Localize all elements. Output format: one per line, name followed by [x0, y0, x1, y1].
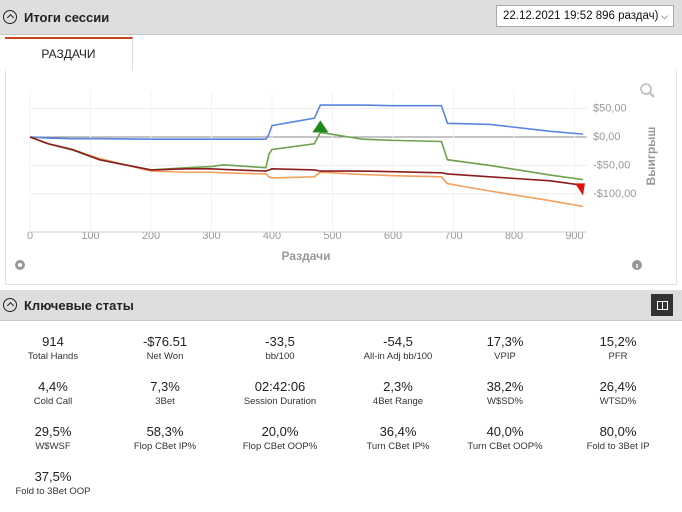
- y-tick-label: $0,00: [593, 131, 621, 143]
- info-icon-i: [636, 264, 638, 268]
- stat: 7,3% 3Bet: [109, 379, 221, 407]
- x-tick-label: 700: [444, 230, 462, 242]
- stat-value: 02:42:06: [254, 379, 306, 394]
- x-tick-label: 500: [323, 230, 341, 242]
- end-marker: [574, 183, 585, 196]
- layout-button[interactable]: [651, 294, 673, 316]
- chart: Раздачи Выигрыш $50,00 $0,00 -$50,00 -$100,…: [15, 83, 658, 270]
- session-header: Итоги сессии 22.12.2021 19:52 896 раздач…: [0, 0, 682, 35]
- stat-label: PFR: [608, 351, 628, 362]
- x-tick-label: 0: [27, 230, 33, 242]
- stats-title: Ключевые статы: [24, 298, 134, 313]
- stat: -33,5 bb/100: [224, 334, 336, 362]
- stat-label: VPIP: [494, 351, 516, 362]
- zoom-icon[interactable]: [640, 83, 652, 95]
- y-tick-label: -$50,00: [593, 159, 630, 171]
- stat: 58,3% Flop CBet IP%: [109, 424, 221, 452]
- stat-value: -33,5: [265, 334, 295, 349]
- tab[interactable]: РАЗДАЧИ: [5, 37, 133, 70]
- stat-label: Flop CBet OOP%: [242, 441, 318, 452]
- y-tick-label: $50,00: [593, 102, 627, 114]
- stat: 26,4% WTSD%: [562, 379, 674, 407]
- stat-value: 37,5%: [34, 469, 72, 484]
- stat: 40,0% Turn CBet OOP%: [449, 424, 561, 452]
- collapse-button[interactable]: [3, 298, 17, 312]
- stat-value: 20,0%: [261, 424, 299, 439]
- stat-label: Turn CBet OOP%: [467, 441, 543, 452]
- series-line: [29, 136, 584, 208]
- stat: 15,2% PFR: [562, 334, 674, 362]
- stat: 20,0% Flop CBet OOP%: [224, 424, 336, 452]
- collapse-button[interactable]: [3, 10, 17, 24]
- stat-label: Turn CBet IP%: [366, 441, 430, 452]
- chart-panel: [5, 70, 677, 285]
- y-axis-title: Выигрыш: [644, 127, 658, 186]
- stat-label: W$SD%: [487, 396, 523, 407]
- stat: 02:42:06 Session Duration: [224, 379, 336, 407]
- x-tick-label: 900: [565, 230, 583, 242]
- x-tick-label: 200: [142, 230, 160, 242]
- stat: 37,5% Fold to 3Bet OOP: [0, 469, 109, 497]
- stat-value: 914: [42, 334, 64, 349]
- stat: 80,0% Fold to 3Bet IP: [562, 424, 674, 452]
- stats-header: Ключевые статы: [0, 290, 682, 321]
- series-line: [29, 136, 584, 187]
- stat-value: 38,2%: [486, 379, 524, 394]
- stat: 914 Total Hands: [0, 334, 109, 362]
- stat-label: Fold to 3Bet IP: [586, 441, 650, 452]
- x-tick-label: 100: [81, 230, 99, 242]
- stat-label: Net Won: [146, 351, 184, 362]
- stat-value: 80,0%: [599, 424, 637, 439]
- stat-value: 2,3%: [383, 379, 413, 394]
- x-tick-label: 800: [505, 230, 523, 242]
- stat: 17,3% VPIP: [449, 334, 561, 362]
- stat: 4,4% Cold Call: [0, 379, 109, 407]
- stat-label: Session Duration: [243, 396, 317, 407]
- session-select[interactable]: 22.12.2021 19:52 896 раздач) ⌵: [496, 5, 674, 27]
- stat-value: 58,3%: [146, 424, 184, 439]
- stat: 2,3% 4Bet Range: [342, 379, 454, 407]
- stat-label: WTSD%: [599, 396, 637, 407]
- stat-label: Flop CBet IP%: [133, 441, 197, 452]
- stat-label: 4Bet Range: [372, 396, 424, 407]
- stat-value: 26,4%: [599, 379, 637, 394]
- stat-value: 40,0%: [486, 424, 524, 439]
- stat-label: 3Bet: [155, 396, 175, 407]
- settings-icon-hole: [18, 263, 22, 267]
- x-tick-label: 300: [202, 230, 220, 242]
- stat-value: 4,4%: [38, 379, 68, 394]
- y-tick-label: -$100,00: [593, 188, 636, 200]
- stat: 29,5% W$WSF: [0, 424, 109, 452]
- header-title: Итоги сессии: [24, 10, 110, 25]
- stat-value: 17,3%: [486, 334, 524, 349]
- stat-value: 29,5%: [34, 424, 72, 439]
- stat: -$76.51 Net Won: [109, 334, 221, 362]
- zoom-icon-handle: [649, 92, 655, 98]
- max-marker: [312, 120, 329, 133]
- stat-value: -$76.51: [142, 334, 188, 349]
- stat-label: Total Hands: [27, 351, 79, 362]
- x-tick-label: 400: [263, 230, 281, 242]
- stat-value: 15,2%: [599, 334, 637, 349]
- stat-value: -54,5: [383, 334, 413, 349]
- x-tick-label: 600: [384, 230, 402, 242]
- session-text: 22.12.2021 19:52 896 раздач): [503, 10, 659, 22]
- series-line: [29, 104, 584, 141]
- stat: -54,5 All-in Adj bb/100: [342, 334, 454, 362]
- stat-label: W$WSF: [35, 441, 71, 452]
- stat: 38,2% W$SD%: [449, 379, 561, 407]
- stat-label: Cold Call: [33, 396, 73, 407]
- stat-label: All-in Adj bb/100: [363, 351, 433, 362]
- stat-value: 36,4%: [379, 424, 417, 439]
- x-axis-title: Раздачи: [282, 249, 331, 263]
- stat-label: bb/100: [265, 351, 295, 362]
- stat-value: 7,3%: [150, 379, 180, 394]
- stat: 36,4% Turn CBet IP%: [342, 424, 454, 452]
- stat-label: Fold to 3Bet OOP: [15, 486, 91, 497]
